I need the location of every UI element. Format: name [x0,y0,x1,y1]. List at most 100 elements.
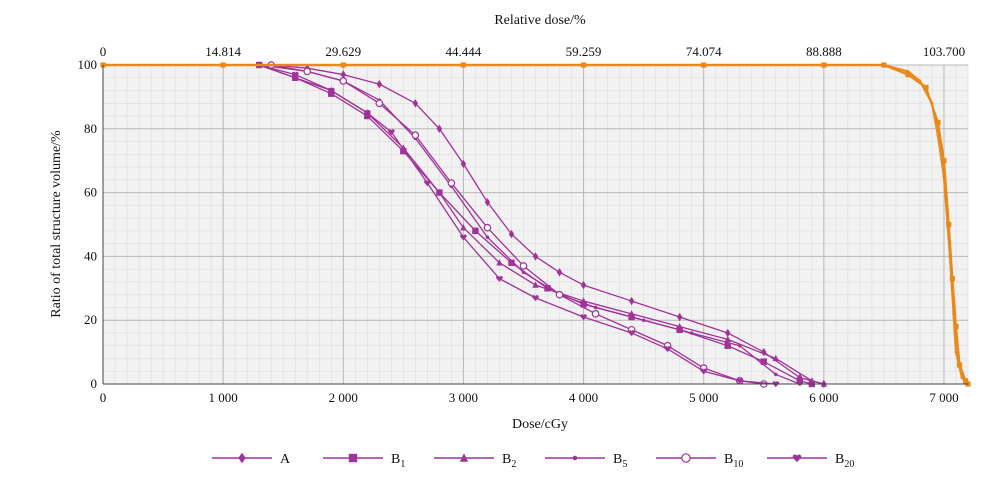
diamond-marker [484,197,491,207]
legend-label-sub: 20 [844,459,854,470]
series-line [103,63,969,385]
square-marker [544,285,551,292]
heart-marker [460,234,467,241]
y-tick-label: 60 [84,185,97,200]
y-tick-label: 20 [84,312,97,327]
dot-marker [593,305,598,310]
heart-marker [532,295,539,302]
triangle-marker [532,281,539,288]
triangle-marker [676,322,683,330]
legend-item-b20: B20 [767,452,854,470]
triangle-marker [459,453,469,462]
x-tick-label: 0 [100,390,107,405]
square-marker [941,158,947,164]
legend-label: B1 [391,452,405,470]
legend-label-main: B [613,452,622,467]
open-circle-marker [591,310,600,318]
top-tick-label: 103.700 [923,44,965,59]
diamond-marker [676,312,683,322]
triangle-marker [772,354,779,362]
legend-item-b10: B10 [656,452,743,470]
axes-layer: 0 1 000 2 000 3 000 4 000 5 000 6 000 7 000 0 14.… [78,44,968,405]
legend-label: A [280,452,291,467]
diamond-marker [238,452,246,464]
legend-label-sub: 10 [733,459,743,470]
heart-marker [388,129,395,136]
square-marker [881,62,887,68]
heart-marker [424,180,431,187]
heart-marker [792,454,802,463]
square-marker [956,362,963,368]
top-tick-label: 88.888 [806,44,842,59]
square-marker [580,62,587,68]
x-tick-label: 2 000 [329,390,358,405]
square-marker [340,62,346,68]
diamond-marker [460,159,467,169]
square-marker [946,221,952,228]
y-axis-title: Ratio of total structure volume/% [49,130,64,318]
dot-marker [737,343,742,348]
dot-marker [936,133,940,137]
square-marker [923,84,929,90]
open-circle-marker [519,262,528,270]
legend-label: B5 [613,452,627,470]
square-marker [701,62,707,68]
diamond-marker [340,70,346,79]
legend-label-sub: 1 [400,459,405,470]
legend-label-main: B [391,452,400,467]
heart-marker [327,87,335,94]
series-layer [100,60,971,389]
y-tick-label: 0 [91,376,98,391]
series-target-7 [100,62,971,387]
dot-marker [689,331,694,335]
dot-marker [521,270,526,275]
square-marker [472,227,479,235]
top-tick-label: 59.259 [566,44,602,59]
dot-marker [485,235,490,240]
x-axis-title: Dose/cGy [512,417,568,432]
square-marker [724,342,731,349]
triangle-marker [436,188,443,196]
heart-marker [700,368,707,375]
square-marker [935,119,941,126]
x-tick-label: 4 000 [569,390,598,405]
open-circle-marker [483,223,492,232]
legend-item-b5: B5 [545,452,627,470]
open-circle-marker [411,131,420,139]
legend: A B1 B2 B5 B10 B20 [212,452,854,470]
square-marker [760,358,767,365]
open-circle-marker [339,77,348,85]
legend-item-a: A [212,452,291,467]
legend-label-sub: 2 [511,459,516,470]
square-marker [905,71,911,78]
x-tick-label: 6 000 [809,390,838,405]
dot-marker [774,372,778,377]
series-B20 [103,62,780,388]
top-axis-title: Relative dose/% [494,13,586,28]
dot-marker [641,318,646,322]
triangle-marker [724,335,731,343]
triangle-marker [808,377,816,384]
diamond-marker [532,252,539,261]
x-tick-label: 1 000 [209,390,238,405]
diamond-marker [580,280,587,290]
open-circle-marker [375,99,384,108]
square-marker [962,378,969,384]
y-tick-label: 40 [84,248,97,263]
series-B1 [103,61,816,388]
triangle-marker [628,310,635,317]
y-tick-label: 80 [84,121,97,136]
triangle-marker [400,144,407,151]
legend-label: B2 [502,452,516,470]
diamond-marker [508,229,515,239]
heart-marker [364,110,371,117]
series-line [103,64,776,385]
diamond-marker [376,79,383,89]
square-marker [348,453,358,463]
square-marker [821,62,827,68]
y-tick-label: 100 [78,57,98,72]
open-circle-marker [681,453,691,463]
legend-label: B10 [724,452,743,470]
